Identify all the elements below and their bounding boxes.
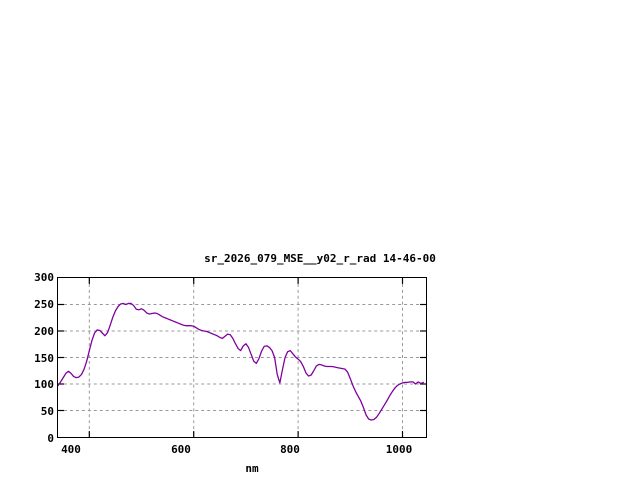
ytick-label-0: 0 bbox=[47, 432, 54, 445]
plot-area bbox=[57, 277, 427, 438]
xtick-label-400: 400 bbox=[61, 443, 81, 456]
y-axis-tick-labels: 300 250 200 150 100 50 0 bbox=[14, 0, 54, 480]
spectrum-plot-svg bbox=[58, 278, 426, 437]
chart-title: sr_2026_079_MSE__y02_r_rad 14-46-00 bbox=[204, 252, 436, 265]
axis-ticks bbox=[58, 278, 426, 437]
gridlines bbox=[58, 278, 426, 437]
data-series-line bbox=[58, 302, 425, 421]
ytick-label-150: 150 bbox=[34, 352, 54, 365]
xtick-label-800: 800 bbox=[280, 443, 300, 456]
xtick-label-600: 600 bbox=[171, 443, 191, 456]
ytick-label-100: 100 bbox=[34, 378, 54, 391]
ytick-label-300: 300 bbox=[34, 271, 54, 284]
ytick-label-50: 50 bbox=[40, 405, 54, 418]
ytick-label-250: 250 bbox=[34, 298, 54, 311]
x-axis-title: nm bbox=[245, 462, 259, 475]
xtick-label-1000: 1000 bbox=[385, 443, 413, 456]
ytick-label-200: 200 bbox=[34, 325, 54, 338]
